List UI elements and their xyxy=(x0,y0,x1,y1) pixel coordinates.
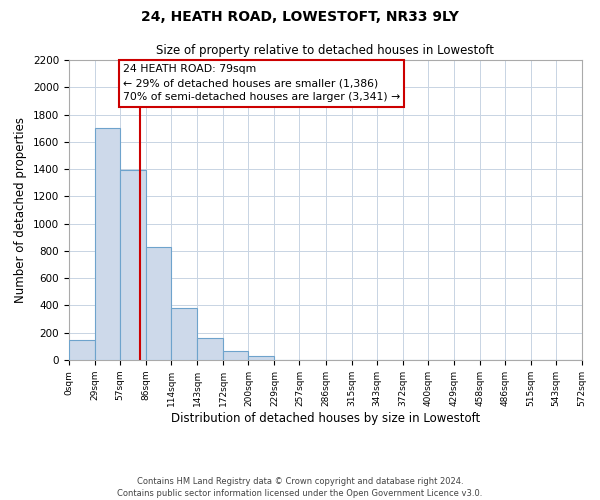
Bar xyxy=(171,308,197,360)
Bar xyxy=(197,338,223,360)
Text: 24 HEATH ROAD: 79sqm
← 29% of detached houses are smaller (1,386)
70% of semi-de: 24 HEATH ROAD: 79sqm ← 29% of detached h… xyxy=(123,64,400,102)
X-axis label: Distribution of detached houses by size in Lowestoft: Distribution of detached houses by size … xyxy=(171,412,480,424)
Bar xyxy=(69,340,95,360)
Title: Size of property relative to detached houses in Lowestoft: Size of property relative to detached ho… xyxy=(157,44,494,58)
Text: 24, HEATH ROAD, LOWESTOFT, NR33 9LY: 24, HEATH ROAD, LOWESTOFT, NR33 9LY xyxy=(141,10,459,24)
Bar xyxy=(223,351,248,360)
Y-axis label: Number of detached properties: Number of detached properties xyxy=(14,117,28,303)
Bar xyxy=(120,170,146,360)
Text: Contains HM Land Registry data © Crown copyright and database right 2024.
Contai: Contains HM Land Registry data © Crown c… xyxy=(118,476,482,498)
Bar xyxy=(95,128,120,360)
Bar xyxy=(248,356,274,360)
Bar xyxy=(146,247,171,360)
